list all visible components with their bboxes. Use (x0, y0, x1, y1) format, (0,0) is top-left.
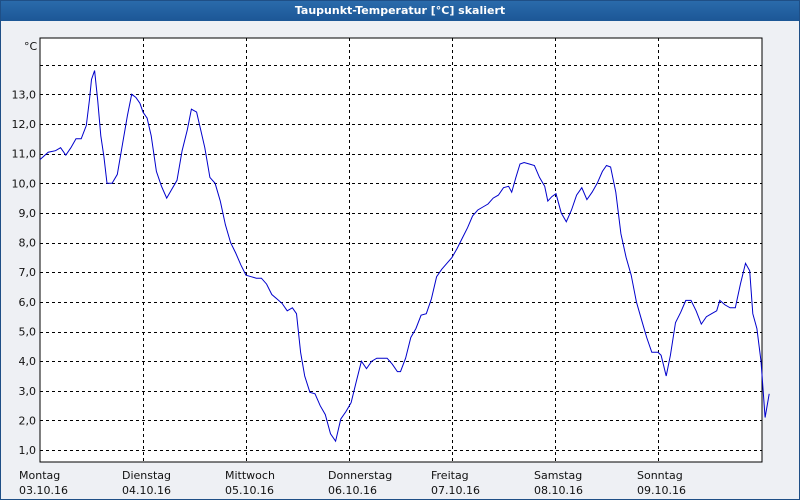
x-tick-day-label: Sonntag (637, 469, 683, 482)
x-tick-date-label: 09.10.16 (637, 484, 686, 497)
x-tick-date-label: 06.10.16 (328, 484, 377, 497)
y-tick-label: 13,0 (12, 88, 37, 101)
y-axis-unit-label: °C (24, 40, 38, 53)
dewpoint-series-line (39, 70, 770, 443)
x-tick-date-label: 03.10.16 (19, 484, 68, 497)
y-tick-label: 5,0 (19, 326, 37, 339)
y-tick-label: 12,0 (12, 118, 37, 131)
y-tick-label: 7,0 (19, 266, 37, 279)
y-tick-label: 9,0 (19, 207, 37, 220)
x-tick-day-label: Mittwoch (225, 469, 275, 482)
y-tick-label: 3,0 (19, 385, 37, 398)
x-tick-day-label: Donnerstag (328, 469, 392, 482)
x-tick-date-label: 07.10.16 (431, 484, 480, 497)
grid-lines (40, 38, 762, 462)
y-tick-label: 4,0 (19, 355, 37, 368)
x-axis-ticks: Montag 03.10.16 Dienstag 04.10.16 Mittwoch 05… (19, 469, 686, 497)
x-tick-date-label: 04.10.16 (122, 484, 171, 497)
x-tick-day-label: Samstag (534, 469, 582, 482)
y-tick-label: 10,0 (12, 177, 37, 190)
y-tick-label: 6,0 (19, 296, 37, 309)
window-title: Taupunkt-Temperatur [°C] skaliert (1, 1, 799, 21)
x-tick-day-label: Dienstag (122, 469, 171, 482)
y-tick-label: 11,0 (12, 148, 37, 161)
x-tick-date-label: 05.10.16 (225, 484, 274, 497)
plot-area (39, 37, 763, 463)
y-axis-ticks: 1,0 2,0 3,0 4,0 5,0 6,0 7,0 8,0 9,0 10,0 11,0 12,0 1… (12, 88, 37, 457)
y-tick-label: 8,0 (19, 237, 37, 250)
x-tick-day-label: Montag (19, 469, 60, 482)
x-tick-date-label: 08.10.16 (534, 484, 583, 497)
x-tick-day-label: Freitag (431, 469, 469, 482)
y-tick-label: 1,0 (19, 444, 37, 457)
y-tick-label: 2,0 (19, 414, 37, 427)
